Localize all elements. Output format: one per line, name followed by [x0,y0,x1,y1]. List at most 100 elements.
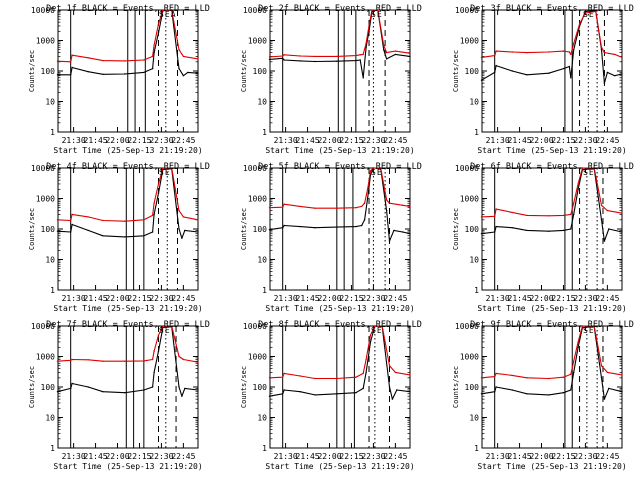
series-point-events [511,389,513,391]
y-tick-label: 100 [465,67,480,76]
series-point-lld [548,215,550,217]
series-point-events [402,231,404,233]
x-tick-label: 21:45 [296,136,320,145]
series-point-lld [162,325,164,327]
series-point-events [603,82,606,84]
panel-title: Det 6f BLACK = Events, RED = LLD [470,162,634,172]
series-events [57,9,199,77]
x-tick-label: 22:15 [127,452,151,461]
x-tick-label: 22:30 [149,294,173,303]
series-point-events [184,387,186,390]
series-point-lld [369,334,372,336]
x-tick-label: 21:45 [508,452,532,461]
series-point-lld [355,376,357,378]
detector-panel: 1 10 100 1000 10000 21:3021:4522:0022:1522:30… [240,162,422,313]
series-lld [481,10,623,58]
y-tick-label: 100 [465,383,480,392]
series-point-events [621,73,623,75]
series-point-lld [178,49,180,51]
y-tick-label: 1 [262,444,267,453]
series-point-lld [178,209,180,212]
series-point-lld [197,58,199,60]
series-point-lld [361,205,363,208]
y-tick-label: 10000 [31,164,55,173]
series-point-lld [182,216,185,218]
series-point-events [391,398,394,400]
series-point-lld [87,57,89,59]
x-tick-label: 22:45 [383,136,407,145]
x-tick-label: 22:00 [317,452,341,461]
x-tick-label: 22:15 [551,294,575,303]
x-tick-label: 22:00 [529,452,553,461]
series-lld [57,325,199,363]
series-point-lld [365,358,367,361]
series-point-lld [374,325,376,327]
flare-annotation: E [165,10,170,19]
y-tick-label: 100 [465,225,480,234]
y-tick-label: 100 [253,67,268,76]
series-point-events [526,229,528,232]
y-tick-label: 10000 [31,6,55,15]
series-point-lld [283,54,285,56]
series-point-lld [562,214,565,217]
series-point-events [600,219,603,221]
series-point-events [124,236,126,238]
y-axis-label: Counts/sec [28,208,36,250]
y-tick-label: 1 [50,286,55,295]
series-point-lld [268,377,271,379]
series-point-events [494,391,496,393]
series-point-events [56,230,59,232]
y-tick-label: 10 [469,98,479,107]
y-tick-label: 100 [41,225,56,234]
flare-annotation: S [159,10,164,19]
flare-annotation: S [583,168,588,177]
series-point-events [282,57,284,59]
series-point-lld [621,56,623,59]
series-point-events [385,58,388,60]
plot-frame [57,167,199,291]
series-point-lld [380,167,382,169]
series-point-lld [182,55,185,58]
x-tick-label: 21:45 [84,294,108,303]
series-point-lld [143,59,145,61]
series-point-lld [383,44,385,46]
series-point-lld [526,51,528,54]
series-events [269,325,411,400]
y-tick-label: 100 [41,67,56,76]
series-point-events [184,229,186,232]
x-axis-label: Start Time (25-Sep-13 21:19:20) [265,146,414,155]
series-point-lld [365,42,367,45]
series-point-lld [581,167,584,169]
series-point-events [548,394,550,396]
series-point-events [526,393,528,395]
y-tick-label: 1 [50,128,55,137]
series-point-lld [171,9,173,11]
series-point-lld [480,216,483,218]
series-point-lld [153,44,155,46]
series-point-events [573,371,575,374]
series-point-events [366,197,369,200]
series-point-lld [570,373,572,375]
x-tick-label: 22:45 [171,294,195,303]
series-events [481,326,623,400]
series-point-events [409,233,411,235]
series-point-events [157,32,160,34]
series-point-lld [282,376,284,378]
series-point-lld [299,205,301,208]
series-point-lld [283,203,285,205]
series-point-events [621,391,623,393]
series-point-events [562,67,565,70]
y-axis-label: Counts/sec [452,366,460,408]
series-point-events [153,51,155,54]
series-events [481,10,623,84]
x-tick-label: 22:15 [127,136,151,145]
detector-panel: 1 10 100 1000 10000 21:3021:4522:0022:1522:30… [240,320,422,471]
series-point-lld [593,325,595,327]
series-point-events [299,391,301,393]
series-point-lld [394,50,397,52]
y-axis-label: Counts/sec [452,208,460,250]
series-point-events [365,371,367,374]
series-point-events [362,387,364,390]
series-point-events [268,58,271,61]
series-point-events [71,66,73,69]
